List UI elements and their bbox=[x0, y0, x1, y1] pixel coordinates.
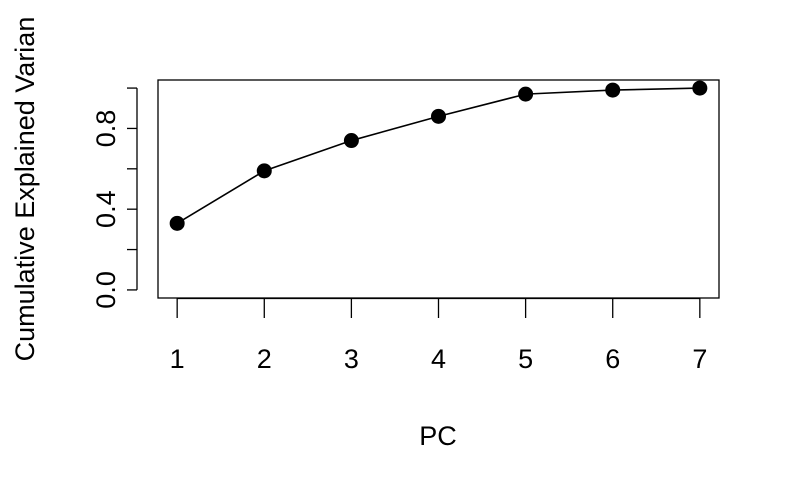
data-point bbox=[692, 80, 708, 96]
y-tick-label: 0.4 bbox=[91, 190, 121, 228]
series-line bbox=[176, 87, 700, 225]
data-point bbox=[343, 133, 359, 149]
x-tick-label: 7 bbox=[692, 344, 707, 374]
data-point bbox=[518, 86, 534, 102]
x-tick-label: 1 bbox=[170, 344, 185, 374]
data-point bbox=[256, 163, 272, 179]
data-point bbox=[605, 82, 621, 98]
data-point bbox=[431, 108, 446, 124]
x-tick-label: 6 bbox=[605, 344, 620, 374]
y-tick-label: 0.0 bbox=[91, 271, 121, 309]
x-axis-title: PC bbox=[419, 421, 457, 451]
y-tick-label: 0.8 bbox=[91, 110, 121, 148]
x-axis: 1 2 3 4 5 6 7 bbox=[170, 297, 707, 374]
x-tick-label: 4 bbox=[431, 344, 446, 374]
x-tick-label: 5 bbox=[518, 344, 533, 374]
x-tick-label: 2 bbox=[257, 344, 272, 374]
x-tick-label: 3 bbox=[344, 344, 359, 374]
y-axis: 0.0 0.4 0.8 bbox=[91, 87, 138, 309]
y-axis-title: Cumulative Explained Varian bbox=[10, 17, 40, 362]
series-group bbox=[169, 80, 708, 231]
data-point bbox=[169, 215, 185, 231]
